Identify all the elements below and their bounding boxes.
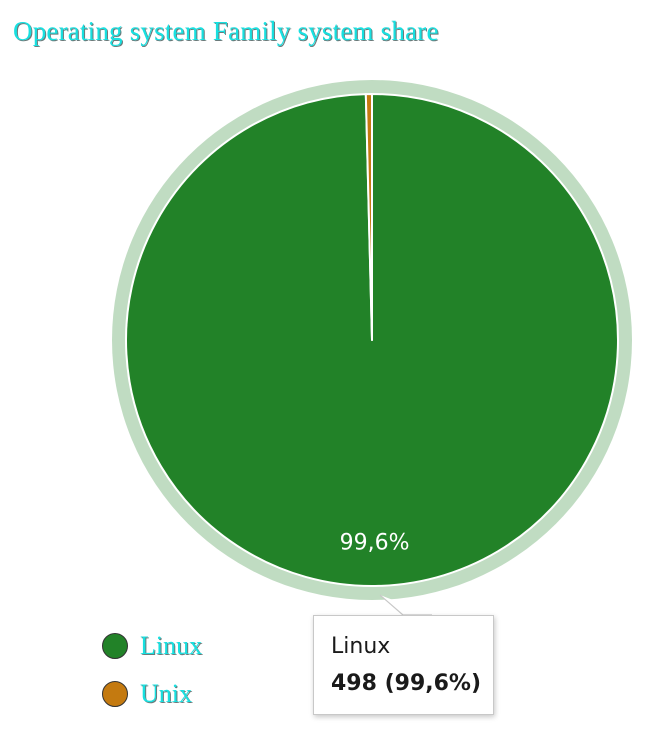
tooltip-pointer: [379, 594, 432, 616]
legend: Linux Unix: [102, 622, 202, 718]
chart-title: Operating system Family system share: [13, 16, 439, 46]
legend-swatch-linux: [102, 633, 128, 659]
legend-item-unix[interactable]: Unix: [102, 670, 202, 718]
legend-swatch-unix: [102, 681, 128, 707]
pie-slice-label-linux: 99,6%: [340, 531, 410, 556]
pie-slice-unix[interactable]: [364, 93, 373, 341]
tooltip-series-name: Linux: [331, 634, 391, 659]
tooltip-value: 498 (99,6%): [331, 671, 482, 696]
legend-item-linux[interactable]: Linux: [102, 622, 202, 670]
tooltip: Linux 498 (99,6%): [313, 615, 494, 715]
legend-label-linux: Linux: [140, 631, 203, 660]
legend-label-unix: Unix: [140, 679, 192, 708]
